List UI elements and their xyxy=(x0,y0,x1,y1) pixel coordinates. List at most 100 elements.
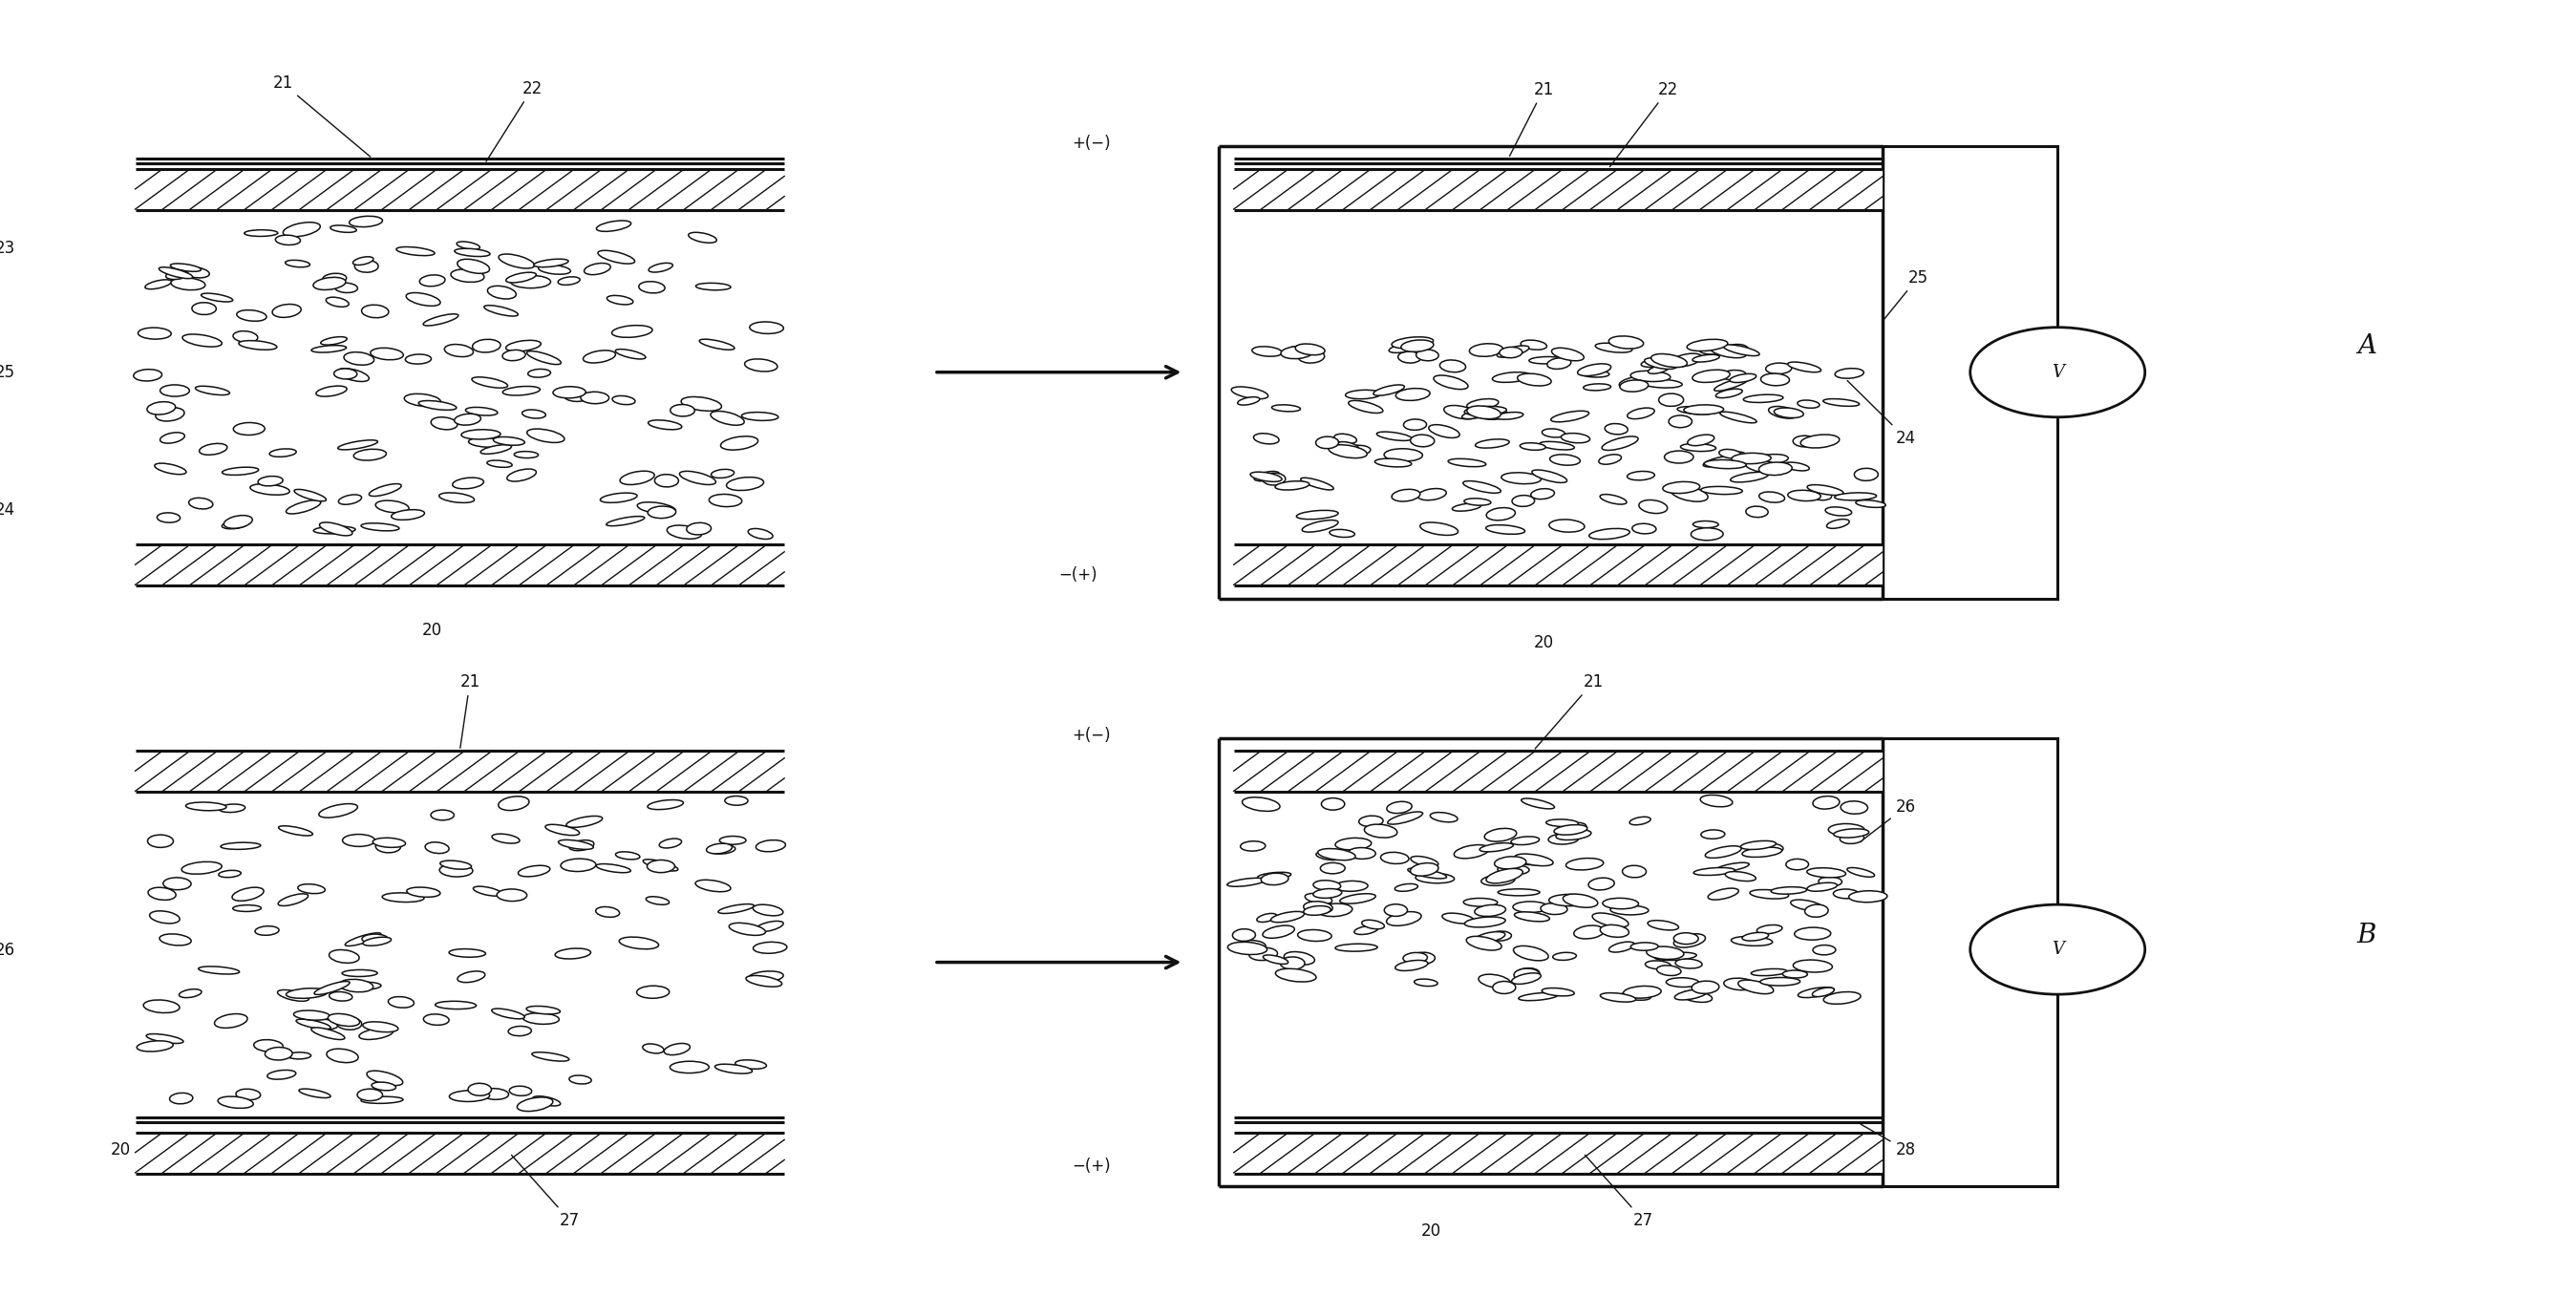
Ellipse shape xyxy=(665,1043,690,1055)
Ellipse shape xyxy=(1731,937,1772,946)
Ellipse shape xyxy=(1826,507,1852,516)
Ellipse shape xyxy=(482,1089,507,1099)
Ellipse shape xyxy=(1522,798,1553,809)
Ellipse shape xyxy=(1700,829,1726,839)
Ellipse shape xyxy=(564,391,587,402)
Ellipse shape xyxy=(569,840,595,850)
Ellipse shape xyxy=(160,934,191,946)
Ellipse shape xyxy=(1741,841,1775,849)
Ellipse shape xyxy=(1396,960,1427,971)
Ellipse shape xyxy=(232,330,258,342)
Ellipse shape xyxy=(616,349,647,359)
Ellipse shape xyxy=(1829,824,1865,836)
Ellipse shape xyxy=(1703,456,1734,467)
Ellipse shape xyxy=(240,341,276,350)
Ellipse shape xyxy=(214,1013,247,1028)
Ellipse shape xyxy=(335,368,358,378)
Ellipse shape xyxy=(1347,400,1383,413)
Ellipse shape xyxy=(1316,903,1352,916)
Ellipse shape xyxy=(1744,394,1783,403)
Ellipse shape xyxy=(453,413,482,425)
Ellipse shape xyxy=(1316,851,1340,861)
Ellipse shape xyxy=(147,402,175,415)
Text: −(+): −(+) xyxy=(1072,1157,1110,1175)
Ellipse shape xyxy=(353,257,374,264)
Ellipse shape xyxy=(1283,951,1314,964)
Ellipse shape xyxy=(314,526,355,534)
Ellipse shape xyxy=(1484,828,1517,841)
Ellipse shape xyxy=(1649,920,1680,931)
Ellipse shape xyxy=(1669,416,1692,428)
Ellipse shape xyxy=(1826,520,1850,529)
Ellipse shape xyxy=(1850,890,1888,902)
Ellipse shape xyxy=(1319,849,1355,861)
Ellipse shape xyxy=(752,905,783,916)
Ellipse shape xyxy=(296,1019,330,1029)
Ellipse shape xyxy=(1842,801,1868,814)
Bar xyxy=(137,750,783,792)
Ellipse shape xyxy=(471,377,507,388)
Ellipse shape xyxy=(232,905,260,911)
Ellipse shape xyxy=(1700,486,1741,494)
Ellipse shape xyxy=(1600,455,1620,464)
Ellipse shape xyxy=(1744,460,1780,473)
Ellipse shape xyxy=(1721,452,1744,460)
Ellipse shape xyxy=(750,321,783,333)
Ellipse shape xyxy=(157,513,180,522)
Ellipse shape xyxy=(1754,454,1788,464)
Ellipse shape xyxy=(1334,881,1368,892)
Ellipse shape xyxy=(1651,354,1687,367)
Ellipse shape xyxy=(1687,434,1713,446)
Ellipse shape xyxy=(1419,522,1458,535)
Ellipse shape xyxy=(1641,380,1682,388)
Ellipse shape xyxy=(1512,495,1535,507)
Ellipse shape xyxy=(533,1096,562,1105)
Ellipse shape xyxy=(1548,358,1571,369)
Text: 23: 23 xyxy=(0,240,15,257)
Ellipse shape xyxy=(422,314,459,325)
Ellipse shape xyxy=(299,1089,330,1098)
Ellipse shape xyxy=(1391,490,1419,502)
Ellipse shape xyxy=(716,1064,752,1073)
Ellipse shape xyxy=(448,1090,489,1102)
Ellipse shape xyxy=(1543,988,1574,997)
Ellipse shape xyxy=(327,297,348,307)
Ellipse shape xyxy=(747,976,783,986)
Ellipse shape xyxy=(1481,875,1515,885)
Ellipse shape xyxy=(1551,455,1579,465)
Ellipse shape xyxy=(1466,936,1502,950)
Ellipse shape xyxy=(1788,490,1821,502)
Ellipse shape xyxy=(1314,889,1342,898)
Ellipse shape xyxy=(471,340,500,353)
Ellipse shape xyxy=(446,345,474,356)
Ellipse shape xyxy=(1574,925,1605,938)
Ellipse shape xyxy=(1564,894,1597,907)
Ellipse shape xyxy=(1394,884,1417,892)
Ellipse shape xyxy=(1409,953,1435,964)
Ellipse shape xyxy=(618,937,659,949)
Ellipse shape xyxy=(1466,916,1504,927)
Ellipse shape xyxy=(1741,848,1783,857)
Text: 21: 21 xyxy=(1510,82,1553,156)
Ellipse shape xyxy=(407,293,440,306)
Ellipse shape xyxy=(466,407,497,416)
Ellipse shape xyxy=(1373,385,1404,395)
Ellipse shape xyxy=(1404,419,1427,430)
Ellipse shape xyxy=(1412,434,1435,447)
Ellipse shape xyxy=(363,937,392,946)
Ellipse shape xyxy=(1399,351,1422,363)
Ellipse shape xyxy=(1376,459,1412,467)
Text: 21: 21 xyxy=(273,75,371,157)
Text: 20: 20 xyxy=(1533,634,1553,652)
Ellipse shape xyxy=(250,483,289,495)
Ellipse shape xyxy=(147,888,175,899)
Ellipse shape xyxy=(1839,833,1865,844)
Ellipse shape xyxy=(1321,863,1345,874)
Ellipse shape xyxy=(1231,386,1267,399)
Ellipse shape xyxy=(1298,350,1324,363)
Text: B: B xyxy=(2357,923,2378,949)
Ellipse shape xyxy=(1417,350,1437,360)
Ellipse shape xyxy=(1631,942,1659,950)
Ellipse shape xyxy=(361,1096,402,1103)
Ellipse shape xyxy=(647,507,675,518)
